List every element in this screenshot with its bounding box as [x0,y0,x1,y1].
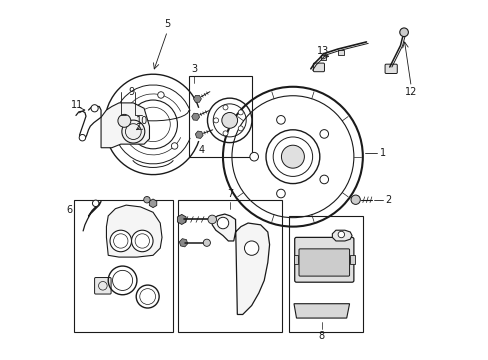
Circle shape [249,152,258,161]
Circle shape [120,129,126,135]
Text: 4: 4 [198,144,204,154]
Circle shape [118,114,131,127]
Circle shape [238,110,243,115]
Bar [320,55,325,60]
Circle shape [158,92,164,98]
Text: 11: 11 [70,100,82,110]
Bar [178,200,282,332]
Polygon shape [332,230,351,241]
Circle shape [79,134,85,141]
Circle shape [319,130,328,138]
Circle shape [281,145,304,168]
Text: 7: 7 [226,189,233,199]
FancyBboxPatch shape [384,64,396,73]
Bar [349,255,354,264]
Bar [338,50,344,55]
Text: 9: 9 [128,87,134,97]
Circle shape [122,120,144,143]
Circle shape [223,105,227,110]
Circle shape [213,118,218,123]
FancyBboxPatch shape [94,278,111,294]
Circle shape [276,189,285,198]
Polygon shape [212,214,269,315]
Circle shape [143,197,150,203]
Polygon shape [106,205,162,257]
Circle shape [131,230,153,252]
Circle shape [222,112,237,128]
FancyBboxPatch shape [298,249,349,276]
Circle shape [110,230,131,252]
Circle shape [217,217,228,229]
Circle shape [92,200,99,207]
Circle shape [276,116,285,124]
Text: 13: 13 [317,46,329,56]
Text: 12: 12 [404,87,417,97]
Polygon shape [101,103,149,148]
Circle shape [223,131,227,136]
Circle shape [399,28,407,37]
Text: 8: 8 [318,331,324,341]
Text: 10: 10 [136,116,148,126]
Circle shape [207,215,216,224]
Circle shape [319,175,328,184]
Circle shape [238,126,243,131]
Circle shape [350,195,360,204]
Circle shape [337,231,344,238]
Circle shape [91,105,98,112]
Bar [74,200,172,332]
FancyBboxPatch shape [313,63,324,72]
Text: 5: 5 [164,19,170,29]
Text: 3: 3 [191,64,197,74]
Text: 6: 6 [67,206,73,216]
Text: 2: 2 [384,195,390,205]
Bar [293,255,298,264]
Circle shape [244,241,258,255]
Circle shape [171,143,178,149]
Text: 1: 1 [379,148,385,158]
Circle shape [203,239,210,246]
Polygon shape [293,304,349,318]
Bar [289,216,362,332]
FancyBboxPatch shape [294,237,353,282]
Bar [188,76,251,157]
